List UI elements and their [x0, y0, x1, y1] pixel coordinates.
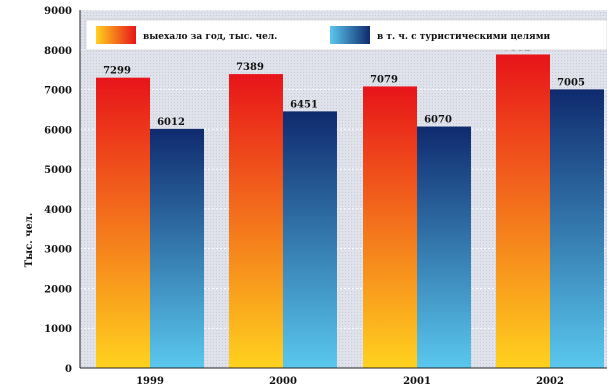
data-label: 7005 [557, 77, 585, 88]
y-tick-label: 5000 [44, 165, 72, 176]
data-label: 7299 [103, 66, 131, 77]
y-tick-label: 4000 [44, 205, 72, 216]
legend-swatch-series-1 [96, 26, 136, 44]
bars [96, 54, 604, 369]
y-tick-label: 2000 [44, 284, 72, 295]
legend: выехало за год, тыс. чел. в т. ч. с тури… [85, 19, 607, 51]
legend-label-series-1: выехало за год, тыс. чел. [143, 32, 277, 42]
x-tick-label: 2000 [269, 376, 297, 387]
y-axis-label: Тыс. чел. [24, 213, 35, 268]
bar-series-1 [496, 54, 550, 368]
data-label: 7389 [236, 62, 264, 73]
bar-series-1 [229, 74, 283, 368]
data-label: 6012 [157, 117, 185, 128]
bar-series-2 [150, 128, 204, 368]
x-tick-label: 2002 [536, 376, 564, 387]
bar-series-2 [550, 89, 604, 369]
y-tick-label: 7000 [44, 86, 72, 97]
y-axis-ticks: 0 1000 2000 3000 4000 5000 6000 7000 8000 9000 [44, 6, 72, 375]
x-tick-label: 1999 [136, 376, 164, 387]
legend-swatch-series-2 [330, 26, 370, 44]
legend-label-series-2: в т. ч. с туристическими целями [377, 32, 551, 42]
bar-series-1 [363, 86, 417, 368]
data-label: 7079 [370, 74, 398, 85]
x-tick-label: 2001 [403, 376, 431, 387]
x-axis-ticks: 1999 2000 2001 2002 [136, 376, 564, 387]
y-tick-label: 9000 [44, 6, 72, 17]
y-tick-label: 8000 [44, 46, 72, 57]
data-label: 6451 [290, 99, 318, 110]
data-label: 6070 [424, 115, 452, 126]
y-tick-label: 1000 [44, 324, 72, 335]
bar-series-2 [417, 126, 471, 368]
bar-series-2 [283, 111, 337, 368]
y-tick-label: 6000 [44, 125, 72, 136]
y-tick-label: 0 [65, 364, 72, 375]
bar-series-1 [96, 77, 150, 369]
y-tick-label: 3000 [44, 245, 72, 256]
